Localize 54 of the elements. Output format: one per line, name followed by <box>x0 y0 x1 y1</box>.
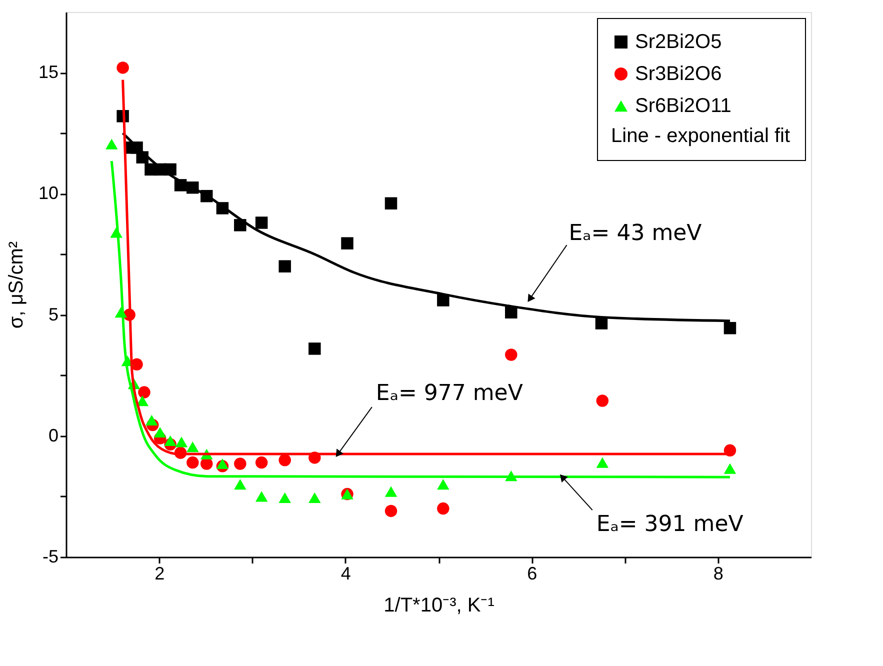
point <box>278 454 291 466</box>
y-tick-label: 5 <box>48 304 58 324</box>
point <box>437 502 450 515</box>
x-tick-label: 4 <box>340 564 351 584</box>
y-tick-label: 15 <box>38 62 58 82</box>
x-tick-label: 2 <box>154 564 165 584</box>
point <box>308 342 321 355</box>
point <box>724 444 736 457</box>
point <box>136 395 148 406</box>
point <box>146 414 158 426</box>
point <box>278 260 291 272</box>
x-tick-label: 8 <box>713 564 724 584</box>
point <box>278 492 291 503</box>
point <box>186 441 199 452</box>
point <box>596 394 609 407</box>
point <box>154 426 166 438</box>
point <box>164 435 176 446</box>
x-axis-title: 1/T*10⁻³, K⁻¹ <box>384 594 495 616</box>
point <box>724 463 736 474</box>
legend-label: Sr2Bi2O5 <box>635 31 722 53</box>
annotation: Eₐ= 977 meV <box>376 381 523 406</box>
point <box>341 237 354 250</box>
point <box>106 138 118 150</box>
point <box>116 62 129 74</box>
point <box>138 386 150 398</box>
y-tick-label: -5 <box>42 546 58 566</box>
point <box>308 492 321 503</box>
point <box>234 219 246 232</box>
point <box>234 458 246 470</box>
annotation: Eₐ= 43 meV <box>568 221 702 246</box>
point <box>255 491 268 502</box>
point <box>437 479 450 490</box>
point <box>505 348 518 361</box>
point <box>724 322 736 334</box>
point <box>255 456 268 469</box>
point <box>596 457 609 468</box>
point <box>437 294 450 306</box>
legend-title: Line - exponential fit <box>611 125 790 147</box>
annotation: Eₐ= 391 meV <box>596 512 744 538</box>
point <box>384 197 398 210</box>
legend-label: Sr3Bi2O6 <box>635 63 722 85</box>
x-tick-label: 6 <box>527 564 538 584</box>
point <box>216 458 229 470</box>
point <box>384 504 398 518</box>
point <box>384 486 398 497</box>
y-tick-label: 0 <box>48 425 58 446</box>
point <box>255 216 268 229</box>
point <box>175 436 188 448</box>
y-axis-title: σ, μS/cm² <box>5 241 28 329</box>
point <box>234 479 246 490</box>
point <box>186 456 199 469</box>
y-tick-label: 10 <box>38 183 58 204</box>
legend-label: Sr6Bi2O11 <box>635 95 732 117</box>
point <box>505 306 518 318</box>
